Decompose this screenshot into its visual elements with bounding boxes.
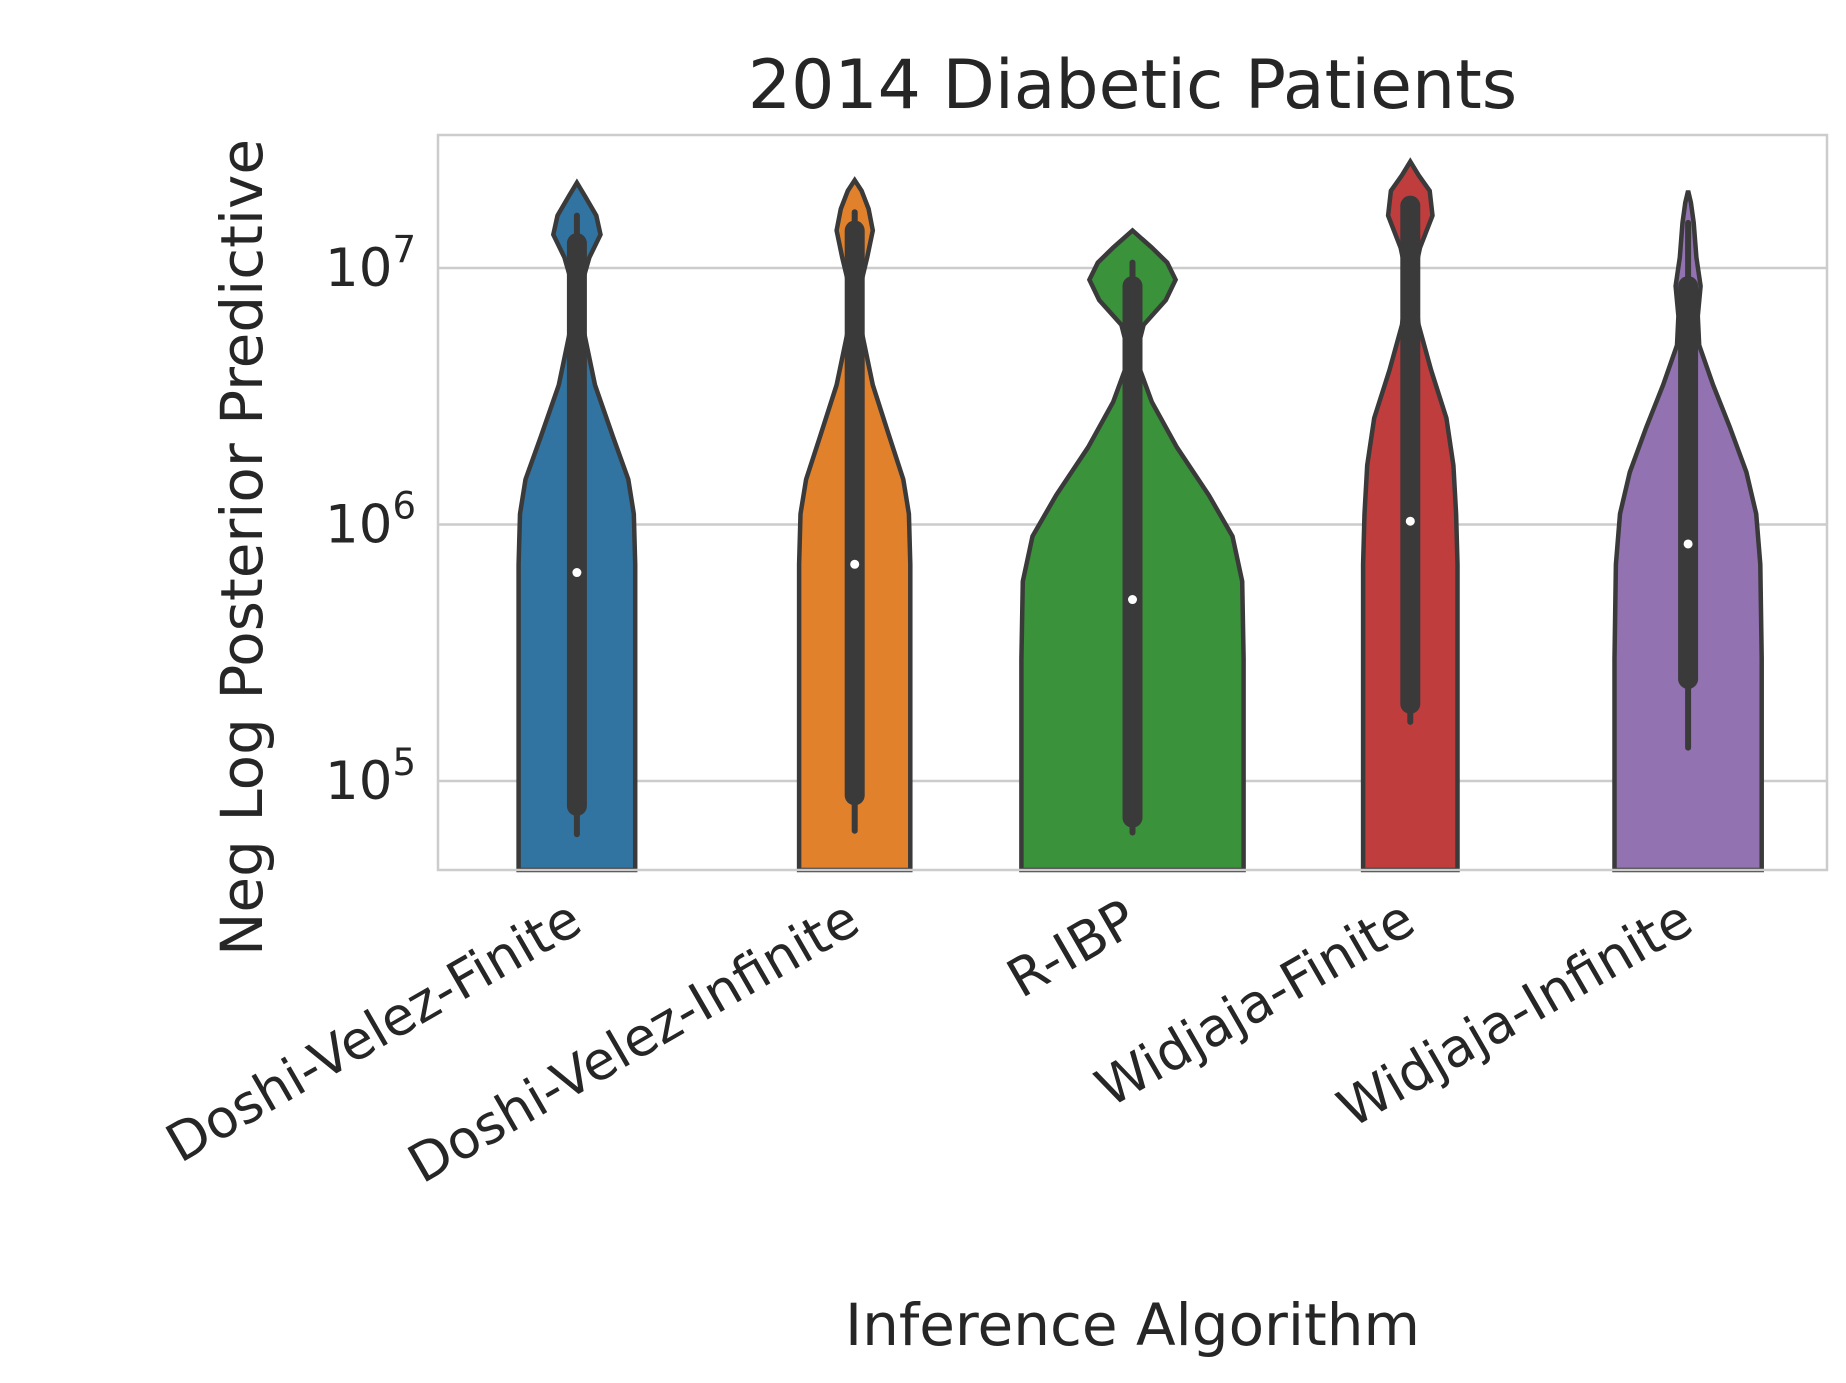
x-tick-label: R-IBP (997, 888, 1147, 1010)
x-tick-label: Doshi-Velez-Infinite (398, 888, 869, 1195)
violin-median-point (1683, 539, 1693, 549)
violin-median-point (850, 559, 860, 569)
violin-median-point (572, 568, 582, 578)
violin-group (516, 157, 1764, 873)
y-tick-label: 107 (325, 228, 416, 299)
violin-median-point (1128, 595, 1137, 605)
y-axis-label: Neg Log Posterior Predictive (208, 139, 276, 956)
violin-median-point (1405, 516, 1415, 526)
chart-title: 2014 Diabetic Patients (748, 46, 1517, 125)
y-tick-labels: 105 106 107 (325, 228, 416, 812)
y-tick-label: 105 (325, 741, 416, 812)
x-axis-label: Inference Algorithm (845, 1291, 1420, 1359)
y-tick-label: 106 (325, 485, 416, 556)
plot-frame (436, 133, 1829, 872)
